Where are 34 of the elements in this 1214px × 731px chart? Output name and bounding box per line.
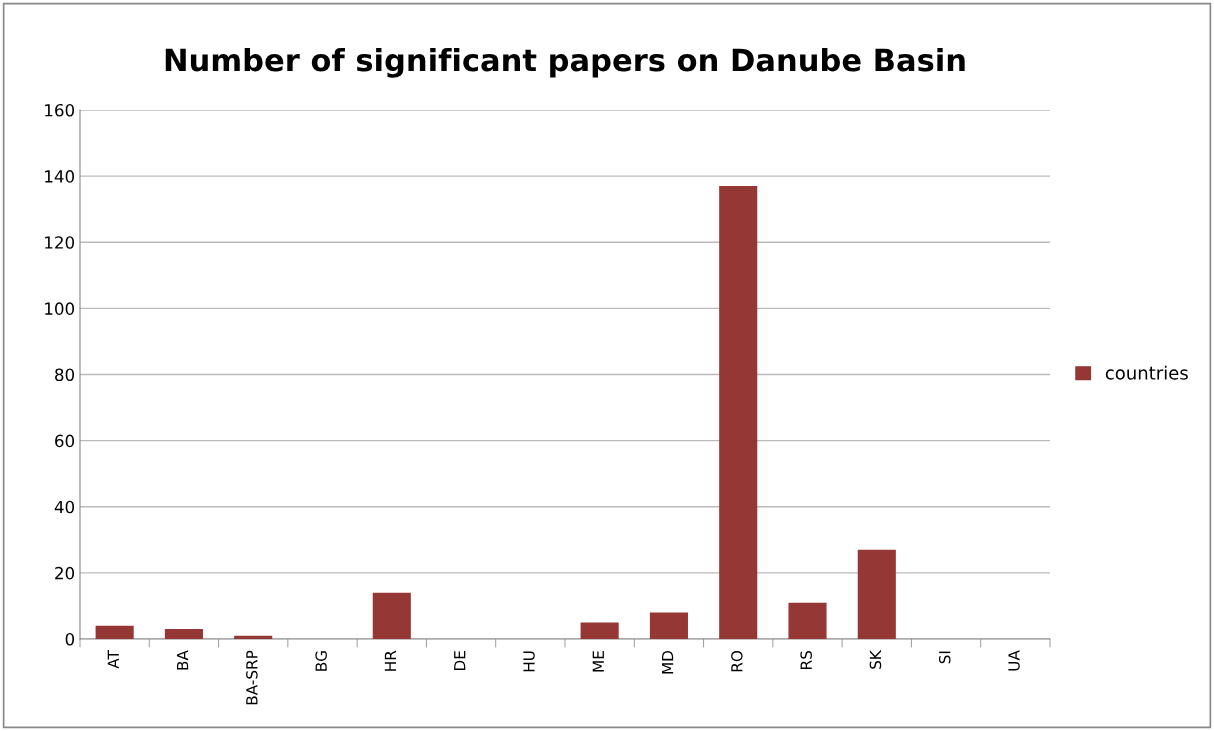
y-tick-label: 0 [65, 632, 75, 646]
y-tick-label: 120 [45, 236, 75, 249]
bar [164, 629, 203, 639]
y-tick-label: 140 [45, 170, 75, 183]
x-tick-label: RO [731, 650, 743, 672]
x-tick-label: MD [662, 651, 674, 674]
bar [95, 625, 134, 639]
x-tick-label: BG [315, 651, 327, 671]
y-tick-label: 160 [45, 103, 75, 117]
bar [788, 602, 827, 639]
x-tick-label: BA [177, 650, 189, 670]
bar [372, 592, 411, 639]
bar [580, 622, 619, 639]
x-tick-label: HU [523, 651, 535, 672]
x-tick-label: RS [800, 650, 812, 669]
bar [234, 635, 273, 639]
bar [649, 612, 688, 639]
chart-title: Number of significant papers on Danube Basin [165, 47, 965, 78]
x-tick-label: SK [869, 649, 882, 669]
x-tick-label: BA-SRP [246, 650, 258, 705]
y-tick-label: 80 [55, 368, 75, 382]
y-tick-label: 60 [55, 434, 75, 448]
bar [857, 549, 896, 639]
y-tick-label: 40 [54, 500, 75, 514]
x-tick-label: AT [107, 650, 119, 669]
legend-label: countries [1105, 365, 1188, 380]
y-tick-label: 100 [45, 302, 75, 315]
x-tick-label: DE [454, 651, 466, 671]
x-tick-label: SI [938, 651, 951, 664]
x-tick-label: UA [1008, 650, 1020, 671]
y-tick-label: 20 [55, 566, 75, 580]
x-tick-label: ME [592, 651, 604, 672]
bar [719, 186, 758, 639]
x-tick-label: HR [384, 650, 396, 671]
